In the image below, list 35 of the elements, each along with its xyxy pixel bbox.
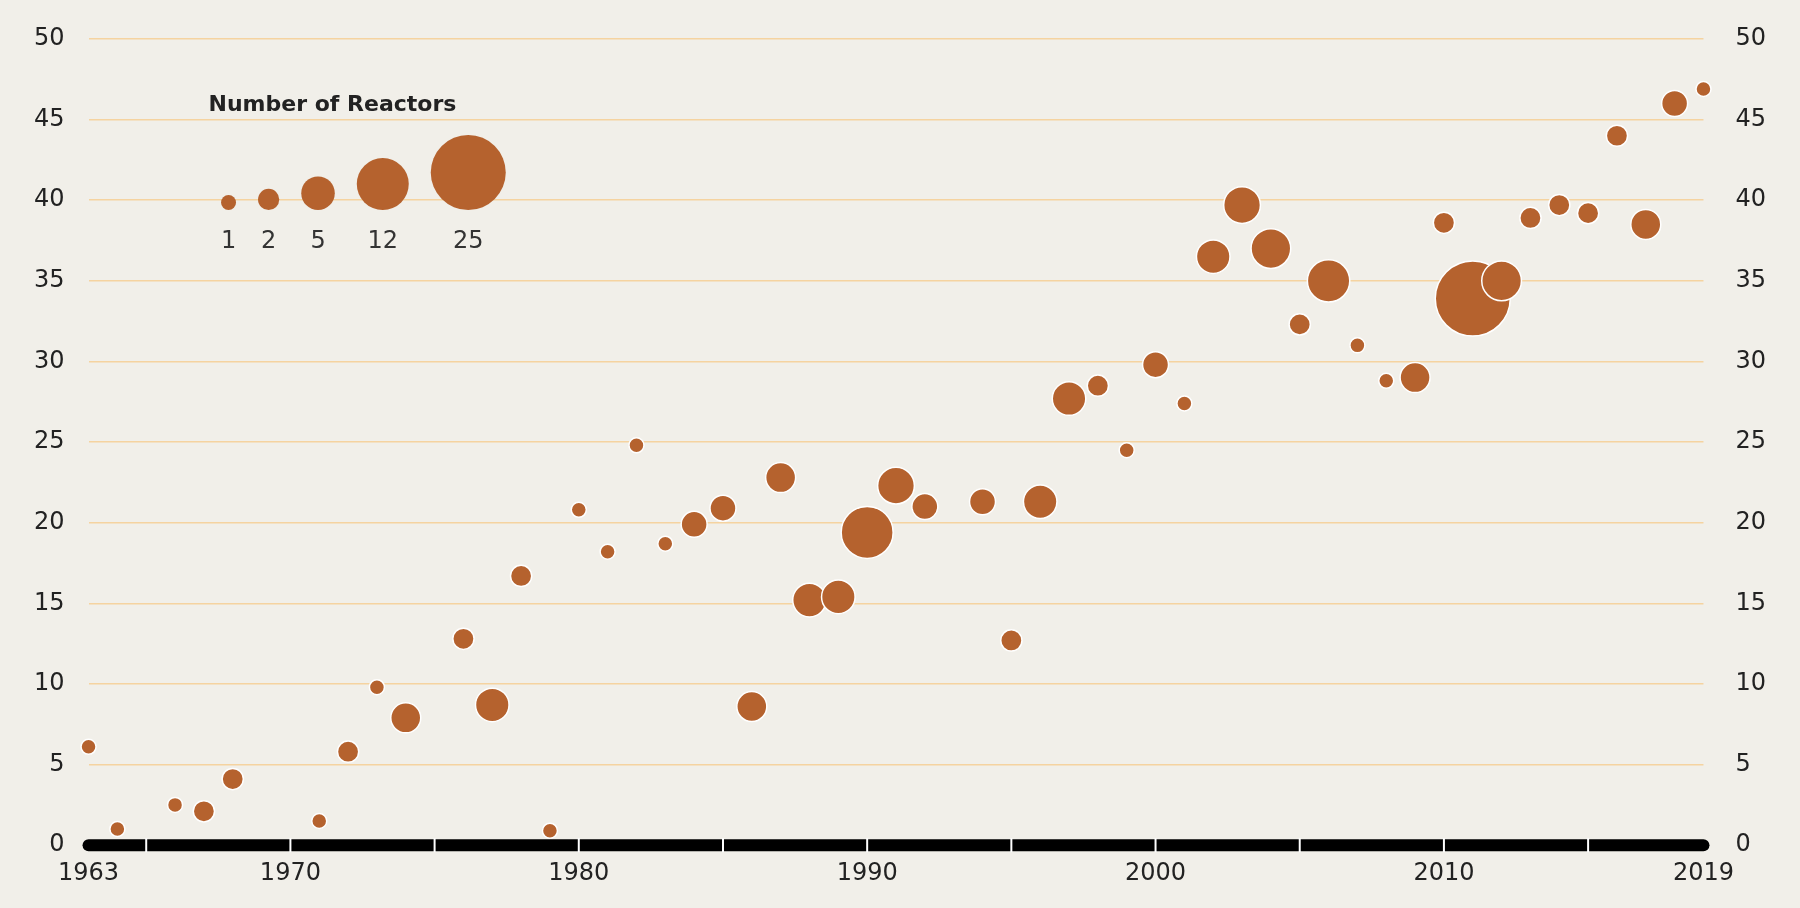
legend-label: 12 [367,226,399,255]
y-tick-label: 45 [33,103,65,132]
y2-tick-label: 25 [1735,426,1767,455]
x-tick-label: 2019 [1672,857,1734,886]
x-tick-label: 2000 [1125,857,1187,886]
y2-tick-label: 5 [1735,748,1751,777]
y-tick-label: 5 [49,748,65,777]
x-tick-label: 1963 [58,857,120,886]
y-tick-label: 30 [33,345,65,374]
y2-tick-label: 40 [1735,184,1767,213]
y2-tick-label: 20 [1735,506,1767,535]
y-tick-label: 35 [33,265,65,294]
y-tick-label: 15 [33,587,65,616]
y-tick-label: 0 [49,829,65,858]
legend-label: 1 [220,226,237,255]
y-tick-label: 50 [33,23,65,52]
y-tick-label: 25 [33,426,65,455]
y2-tick-label: 0 [1735,829,1751,858]
x-tick-label: 1990 [836,857,898,886]
legend-label: 5 [310,226,326,255]
y2-tick-label: 10 [1735,668,1767,697]
legend-label: 2 [261,226,277,255]
y2-tick-label: 30 [1735,345,1767,374]
x-tick-label: 2010 [1413,857,1475,886]
y-tick-label: 10 [33,668,65,697]
y2-tick-label: 15 [1735,587,1767,616]
y2-tick-label: 50 [1735,23,1767,52]
x-tick-label: 1980 [548,857,610,886]
y2-tick-label: 35 [1735,265,1767,294]
x-tick-label: 1970 [259,857,321,886]
y-tick-label: 40 [33,184,65,213]
legend-label: 25 [452,226,484,255]
y-tick-label: 20 [33,506,65,535]
legend-title: Number of Reactors [208,90,457,116]
y2-tick-label: 45 [1735,103,1767,132]
